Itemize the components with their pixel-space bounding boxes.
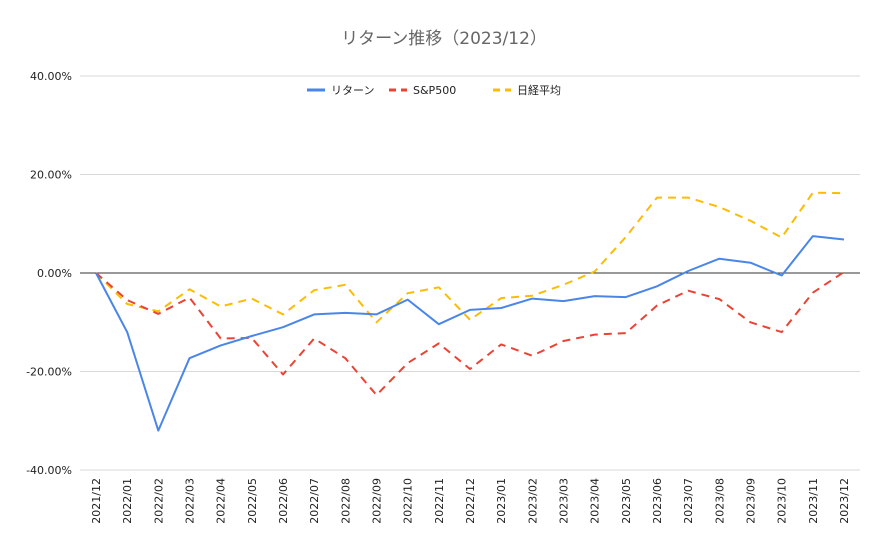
x-tick-label: 2022/09 — [371, 478, 384, 524]
x-tick-label: 2023/10 — [776, 478, 789, 524]
x-tick-label: 2023/05 — [620, 478, 633, 524]
x-tick-label: 2022/11 — [433, 478, 446, 524]
x-tick-label: 2023/09 — [745, 478, 758, 524]
x-tick-label: 2022/06 — [277, 478, 290, 524]
y-tick-label: -20.00% — [26, 366, 72, 379]
legend-label: リターン — [331, 84, 374, 97]
legend-label: 日経平均 — [517, 84, 561, 97]
chart-title: リターン推移（2023/12） — [341, 29, 547, 49]
y-tick-label: 0.00% — [37, 267, 72, 280]
x-tick-label: 2022/08 — [339, 478, 352, 524]
x-tick-label: 2022/04 — [215, 478, 228, 524]
x-tick-label: 2023/12 — [838, 478, 851, 524]
series-line — [95, 235, 845, 432]
y-tick-label: 20.00% — [30, 169, 72, 182]
x-tick-label: 2023/11 — [807, 478, 820, 524]
x-tick-label: 2023/08 — [713, 478, 726, 524]
x-tick-label: 2023/06 — [651, 478, 664, 524]
x-tick-label: 2022/01 — [121, 478, 134, 524]
x-tick-label: 2023/01 — [495, 478, 508, 524]
series-line — [95, 271, 845, 397]
y-tick-label: -40.00% — [26, 464, 72, 477]
legend-label: S&P500 — [413, 84, 456, 97]
x-tick-label: 2022/12 — [464, 478, 477, 524]
x-tick-label: 2023/02 — [526, 478, 539, 524]
x-axis-ticks: 2021/12 2022/01 2022/02 2022/03 2022/04 2022/… — [90, 478, 851, 524]
x-tick-label: 2022/02 — [152, 478, 165, 524]
x-tick-label: 2022/03 — [184, 478, 197, 524]
y-axis-ticks: 40.00% 20.00% 0.00% -20.00% -40.00% — [26, 70, 72, 477]
x-tick-label: 2022/07 — [308, 478, 321, 524]
x-tick-label: 2022/05 — [246, 478, 259, 524]
x-tick-label: 2022/10 — [402, 478, 415, 524]
legend: リターン S&P500 日経平均 — [307, 84, 561, 97]
series-line — [95, 191, 845, 324]
series-lines — [95, 191, 845, 432]
x-tick-label: 2023/03 — [558, 478, 571, 524]
y-tick-label: 40.00% — [30, 70, 72, 83]
x-tick-label: 2023/07 — [682, 478, 695, 524]
x-tick-label: 2023/04 — [589, 478, 602, 524]
x-tick-label: 2021/12 — [90, 478, 103, 524]
gridlines — [80, 75, 860, 471]
